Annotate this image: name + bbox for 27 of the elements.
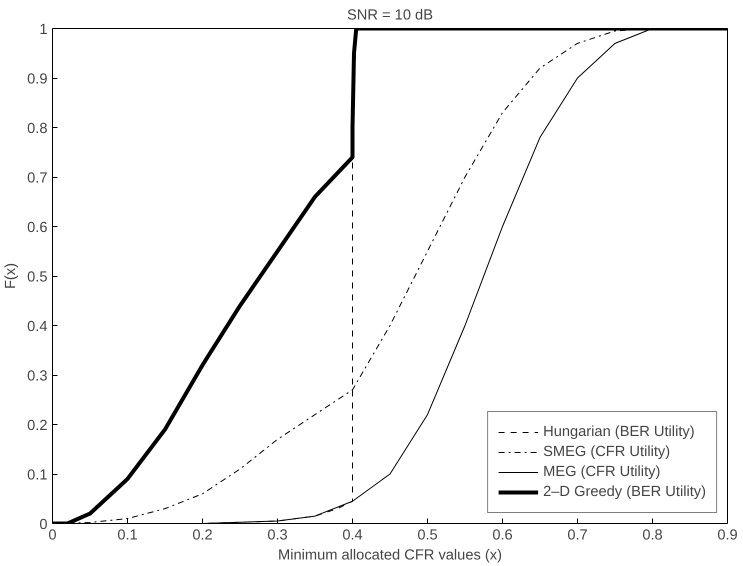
chart-title: SNR = 10 dB	[347, 8, 433, 24]
y-tick-label: 0.4	[27, 319, 48, 335]
y-tick-label: 0	[39, 517, 48, 533]
y-tick-label: 0.3	[27, 368, 48, 384]
y-tick-label: 0.2	[27, 418, 48, 434]
x-tick-label: 0.9	[717, 528, 738, 544]
x-tick-label: 0.7	[567, 528, 588, 544]
y-tick-label: 0.9	[27, 72, 48, 88]
y-tick-label: 0.5	[27, 270, 48, 286]
y-tick-label: 0.8	[27, 121, 48, 137]
y-axis-title: F(x)	[3, 262, 20, 290]
legend-label: 2–D Greedy (BER Utility)	[543, 484, 706, 500]
x-tick-label: 0.1	[117, 528, 138, 544]
y-tick-label: 0.6	[27, 220, 48, 236]
x-tick-label: 0.3	[267, 528, 288, 544]
legend-label: MEG (CFR Utility)	[543, 464, 660, 480]
y-tick-label: 0.1	[27, 468, 48, 484]
x-tick-label: 0.5	[417, 528, 438, 544]
x-tick-label: 0.2	[192, 528, 213, 544]
x-tick-label: 0.8	[642, 528, 663, 544]
y-tick-label: 1	[39, 22, 48, 38]
y-tick-label: 0.7	[27, 170, 48, 186]
legend-label: SMEG (CFR Utility)	[543, 444, 670, 460]
x-tick-label: 0.6	[492, 528, 513, 544]
x-tick-label: 0.4	[342, 528, 363, 544]
legend-label: Hungarian (BER Utility)	[543, 424, 695, 440]
x-axis-title: Minimum allocated CFR values (x)	[278, 548, 502, 564]
